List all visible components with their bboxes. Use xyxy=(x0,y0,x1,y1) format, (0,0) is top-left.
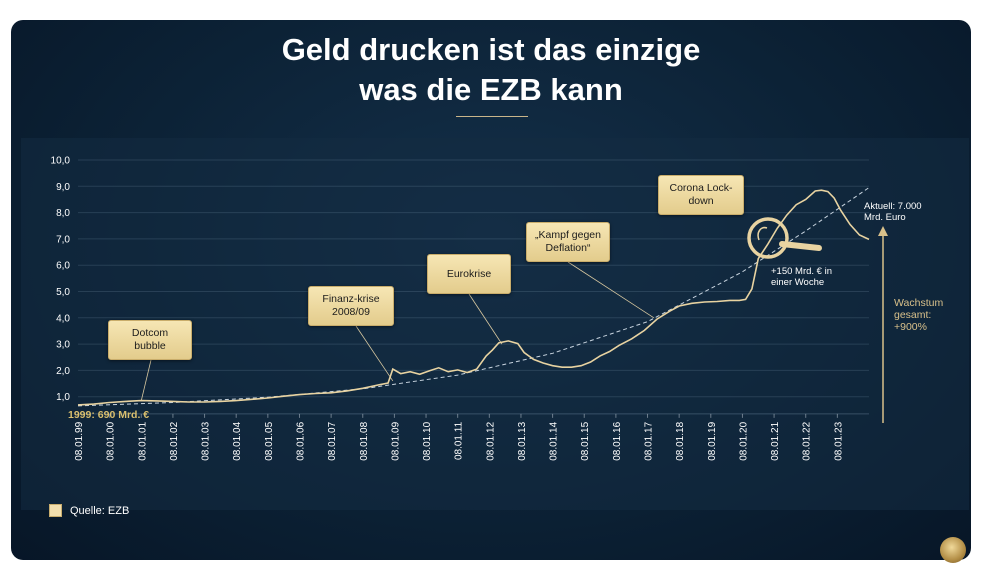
x-tick-label: 08.01.06 xyxy=(295,421,306,460)
callout-leader xyxy=(140,359,152,401)
current-value-label: Aktuell: 7.000 Mrd. Euro xyxy=(864,201,922,223)
title-line-1: Geld drucken ist das einzige xyxy=(281,32,701,67)
x-tick-label: 08.01.15 xyxy=(580,421,591,460)
y-tick-label: 7,0 xyxy=(56,234,70,245)
weekly-increase-label: +150 Mrd. € in einer Woche xyxy=(771,266,832,288)
callout-leader xyxy=(567,261,655,319)
x-tick-label: 08.01.13 xyxy=(517,421,528,460)
x-tick-label: 08.01.99 xyxy=(74,421,85,460)
callout-corona: Corona Lock-down xyxy=(658,175,744,215)
y-tick-label: 8,0 xyxy=(56,208,70,219)
x-tick-label: 08.01.23 xyxy=(833,421,844,460)
title-line-2: was die EZB kann xyxy=(359,72,623,107)
x-tick-label: 08.01.10 xyxy=(422,421,433,460)
x-tick-label: 08.01.05 xyxy=(264,421,275,460)
magnifier-icon xyxy=(747,217,822,259)
data-line-ezb xyxy=(77,189,870,406)
x-tick-label: 08.01.16 xyxy=(612,421,623,460)
y-tick-label: 3,0 xyxy=(56,340,70,351)
y-tick-label: 2,0 xyxy=(56,366,70,377)
x-tick-label: 08.01.08 xyxy=(359,421,370,460)
legend: Quelle: EZB xyxy=(49,504,129,517)
coin-logo-icon xyxy=(940,537,966,563)
x-tick-label: 08.01.14 xyxy=(549,421,560,460)
title-divider xyxy=(456,116,528,117)
y-tick-label: 4,0 xyxy=(56,313,70,324)
chart-title: Geld drucken ist das einzige was die EZB… xyxy=(11,30,971,110)
x-tick-label: 08.01.04 xyxy=(232,421,243,460)
x-tick-label: 08.01.21 xyxy=(770,421,781,460)
x-tick-label: 08.01.12 xyxy=(485,421,496,460)
x-tick-label: 08.01.11 xyxy=(454,421,465,460)
growth-arrow xyxy=(878,226,888,423)
x-tick-label: 08.01.07 xyxy=(327,421,338,460)
y-tick-label: 6,0 xyxy=(56,261,70,272)
x-tick-label: 08.01.22 xyxy=(802,421,813,460)
callout-dotcom: Dotcom bubble xyxy=(108,320,192,360)
y-tick-label: 5,0 xyxy=(56,287,70,298)
x-tick-label: 08.01.17 xyxy=(644,421,655,460)
x-tick-label: 08.01.18 xyxy=(675,421,686,460)
y-tick-label: 10,0 xyxy=(51,156,71,167)
x-tick-label: 08.01.01 xyxy=(137,421,148,460)
legend-swatch xyxy=(49,504,62,517)
y-tick-label: 1,0 xyxy=(56,392,70,403)
x-tick-label: 08.01.19 xyxy=(707,421,718,460)
x-tick-label: 08.01.02 xyxy=(169,421,180,460)
y-tick-label: 9,0 xyxy=(56,182,70,193)
callout-finanzkrise: Finanz-krise 2008/09 xyxy=(308,286,394,326)
callout-deflation: „Kampf gegen Deflation“ xyxy=(526,222,610,262)
x-tick-label: 08.01.03 xyxy=(201,421,212,460)
callout-leader xyxy=(468,293,503,345)
chart-slide: Geld drucken ist das einzige was die EZB… xyxy=(11,20,971,560)
x-tick-label: 08.01.09 xyxy=(390,421,401,460)
callout-leader xyxy=(355,325,394,382)
callout-eurokrise: Eurokrise xyxy=(427,254,511,294)
start-value-label: 1999: 690 Mrd. € xyxy=(68,409,150,421)
x-tick-label: 08.01.00 xyxy=(106,421,117,460)
legend-label: Quelle: EZB xyxy=(70,504,130,517)
growth-label: Wachstum gesamt: +900% xyxy=(894,297,944,333)
x-tick-label: 08.01.20 xyxy=(738,421,749,460)
trend-line xyxy=(77,187,870,407)
